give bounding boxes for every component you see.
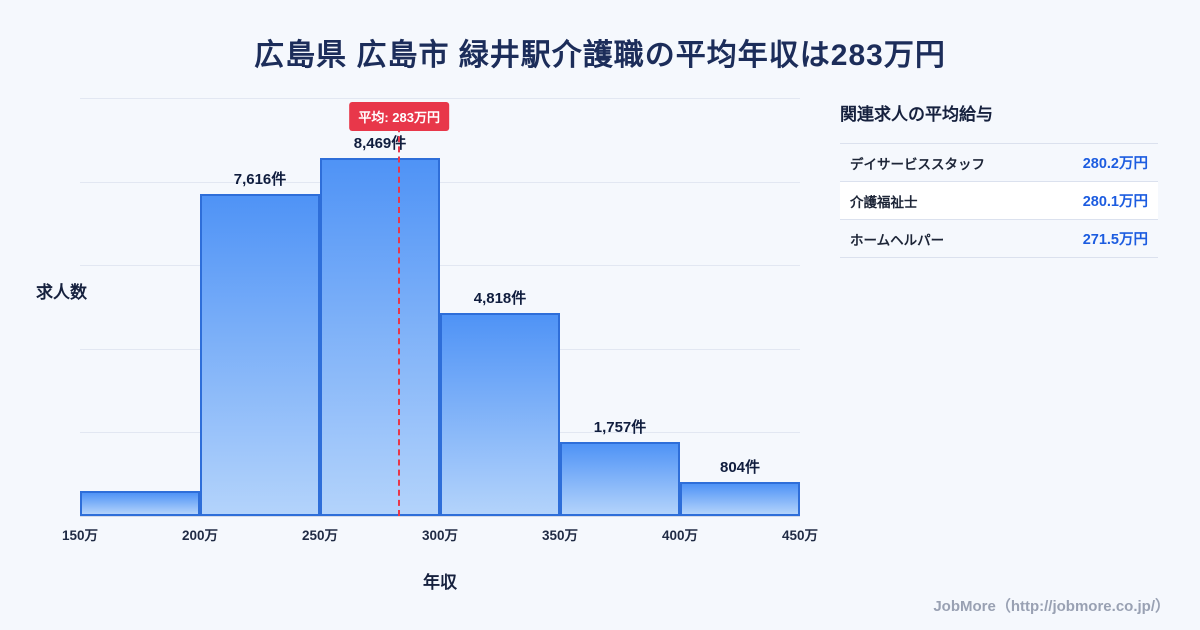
bar-value-label: 4,818件 [473,290,527,307]
histogram-bar [440,313,560,516]
bar-value-label: 7,616件 [233,171,287,188]
job-name: デイサービススタッフ [850,156,985,172]
x-axis-tick: 250万 [301,528,339,543]
y-axis-label: 求人数 [36,283,87,302]
histogram-bar [680,482,800,516]
plot-area: 平均: 283万円 7,616件 8,469件 4,818件 1,757件 804件 15… [62,98,818,543]
gridline [80,265,800,266]
histogram-bar [560,442,680,516]
x-axis-tick: 350万 [541,528,579,543]
job-name: ホームヘルパー [850,232,945,248]
average-badge: 平均: 283万円 [349,102,450,131]
bar-value-label: 804件 [719,459,761,476]
histogram-bar [80,491,200,516]
footer-credit: JobMore（http://jobmore.co.jp/） [933,598,1170,615]
gridline [80,516,800,517]
related-jobs-table: デイサービススタッフ 280.2万円 介護福祉士 280.1万円 ホームヘルパー… [840,143,1158,258]
job-salary: 280.1万円 [1082,194,1148,210]
job-name: 介護福祉士 [850,194,918,210]
page-title: 広島県 広島市 緑井駅介護職の平均年収は283万円 [254,39,946,72]
x-axis-tick: 300万 [421,528,459,543]
table-row: 介護福祉士 280.1万円 [840,182,1158,220]
x-axis-label: 年収 [423,573,457,592]
x-axis-tick: 450万 [781,528,819,543]
table-row: デイサービススタッフ 280.2万円 [840,144,1158,182]
job-salary: 271.5万円 [1082,232,1148,248]
related-jobs-heading: 関連求人の平均給与 [840,105,993,124]
job-salary: 280.2万円 [1082,156,1148,172]
x-axis-tick: 200万 [181,528,219,543]
x-axis-tick: 400万 [661,528,699,543]
x-axis-tick: 150万 [61,528,99,543]
gridline [80,182,800,183]
table-row: ホームヘルパー 271.5万円 [840,220,1158,258]
related-jobs-panel: 関連求人の平均給与 デイサービススタッフ 280.2万円 介護福祉士 280.1… [840,100,1158,258]
average-line [398,106,401,516]
histogram-bar [320,158,440,516]
histogram-bar [200,194,320,516]
bar-value-label: 1,757件 [593,419,647,436]
bar-value-label: 8,469件 [353,135,407,152]
gridline [80,98,800,99]
